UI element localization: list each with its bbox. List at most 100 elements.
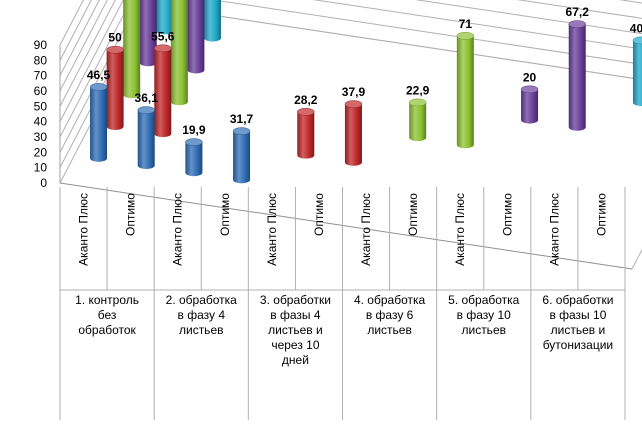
gridline-side [59, 0, 92, 61]
bar-top [568, 20, 586, 28]
data-label: 19,9 [182, 123, 206, 137]
gridline-side [59, 0, 108, 92]
bar-top [232, 127, 251, 136]
x-sub-label: Аканто Плюс [171, 193, 185, 266]
bar-top [520, 85, 539, 94]
bar-body [344, 104, 362, 166]
bar-body [90, 86, 108, 162]
bar-top [106, 45, 124, 54]
x-group-label: 1. контроль без обработок [75, 293, 139, 337]
bar-body [170, 0, 188, 106]
x-sub-label: Оптимо [500, 193, 514, 236]
bar-body [233, 131, 251, 184]
data-label: 71 [459, 17, 473, 31]
x-group-label: 6. обработки в фазы 10 листьев и бутонизаци… [542, 293, 613, 352]
x-sub-label: Оптимо [406, 193, 420, 236]
data-label: 31,7 [230, 112, 254, 126]
bar-body [156, 0, 174, 35]
x-sub-label: Аканто Плюс [77, 193, 91, 266]
bar-top [297, 107, 315, 116]
y-tick-label: 40 [34, 115, 48, 129]
bar-body [154, 48, 172, 138]
x-sub-label: Оптимо [124, 193, 138, 236]
bar [154, 44, 172, 138]
bar [156, 0, 174, 35]
x-group-label: 3. обработки в фазы 4 листьев и через 10 дне… [260, 293, 331, 367]
y-tick-label: 20 [34, 145, 48, 159]
bar [187, 0, 205, 74]
x-group-label: 4. обработка в фазу 6 листьев [354, 293, 426, 337]
bar-top [408, 98, 427, 107]
bar-body [203, 0, 221, 42]
gridline-side [59, 0, 124, 122]
y-tick-label: 70 [34, 69, 48, 83]
bar-body [632, 40, 642, 107]
bar-body [139, 0, 157, 67]
data-label: 28,2 [294, 93, 318, 107]
x-sub-label: Оптимо [218, 193, 232, 236]
x-sub-label: Оптимо [312, 193, 326, 236]
x-axis: Аканто Плюс Оптимо 1. контроль без обработок… [59, 187, 626, 420]
bar-body [187, 0, 205, 74]
bar [89, 83, 108, 162]
y-tick-label: 0 [40, 176, 47, 190]
bar [297, 107, 315, 159]
x-sub-label: Аканто Плюс [359, 193, 373, 266]
bar-body [185, 142, 203, 177]
data-label: 36,1 [135, 91, 159, 105]
bar [203, 0, 221, 42]
gridline-side [59, 0, 84, 46]
bar-body [123, 0, 141, 99]
bar [344, 100, 363, 166]
gridline-back [312, 0, 642, 50]
y-tick-label: 50 [34, 99, 48, 113]
data-label: 50 [108, 31, 122, 45]
data-label: 46,5 [87, 68, 111, 82]
bar-top [344, 100, 363, 108]
gridline-side [59, 0, 132, 138]
bar-body [456, 35, 474, 149]
bar-body [106, 49, 124, 131]
y-tick-label: 30 [34, 130, 48, 144]
gridline-back [516, 0, 642, 19]
bar-body [568, 24, 586, 131]
data-label: 40,5 [630, 21, 642, 35]
bar [185, 138, 203, 177]
bar [123, 0, 141, 99]
x-sub-label: Аканто Плюс [453, 193, 467, 266]
bar-top [89, 83, 108, 91]
x-sub-label: Аканто Плюс [547, 193, 561, 266]
y-tick-label: 80 [34, 53, 48, 67]
gridline-back [618, 0, 642, 4]
bar-body [137, 110, 155, 170]
data-labels: 83,868,740,581,980,779,92067,278,873,422… [87, 5, 642, 137]
bar [139, 0, 157, 67]
x-sub-label: Аканто Плюс [265, 193, 279, 266]
data-label: 55,6 [151, 29, 175, 43]
bar-top [185, 138, 203, 146]
bar-top [456, 31, 475, 40]
data-label: 67,2 [566, 5, 590, 19]
bar-top [632, 36, 642, 45]
gridline-side [59, 0, 116, 107]
bar-top [137, 106, 155, 114]
bar [456, 31, 475, 149]
bar [170, 0, 188, 106]
bar [232, 127, 251, 184]
gridline-back [414, 0, 642, 35]
x-sub-label: Оптимо [594, 193, 608, 236]
y-tick-label: 10 [34, 161, 48, 175]
bar [106, 45, 124, 131]
gridline-side [59, 0, 100, 76]
bar [137, 106, 155, 170]
floor-back-edge [151, 5, 642, 270]
bar [568, 20, 586, 131]
data-label: 20 [523, 70, 537, 84]
bar [632, 36, 642, 107]
bar-body [521, 89, 539, 124]
data-label: 22,9 [406, 83, 430, 97]
gridline-back [210, 0, 642, 65]
bar-body [297, 111, 315, 159]
bar-body [409, 102, 427, 142]
